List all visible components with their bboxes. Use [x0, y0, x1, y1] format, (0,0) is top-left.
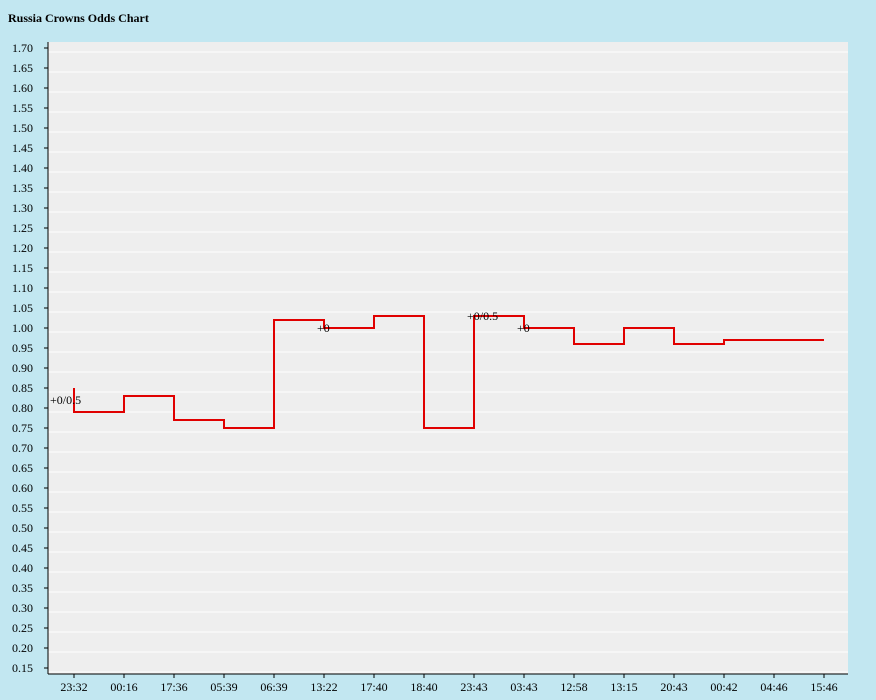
y-tick-label: 0.35 [12, 581, 33, 595]
chart-title: Russia Crowns Odds Chart [8, 11, 149, 25]
annotation-label: +0/0.5 [50, 393, 81, 407]
y-tick-label: 0.80 [12, 401, 33, 415]
y-tick-label: 0.75 [12, 421, 33, 435]
y-tick-label: 0.95 [12, 341, 33, 355]
y-tick-label: 1.60 [12, 81, 33, 95]
y-tick-label: 0.45 [12, 541, 33, 555]
y-tick-label: 0.70 [12, 441, 33, 455]
x-tick-label: 20:43 [660, 680, 687, 694]
y-tick-label: 1.30 [12, 201, 33, 215]
y-tick-label: 1.20 [12, 241, 33, 255]
x-tick-label: 03:43 [510, 680, 537, 694]
y-tick-label: 1.15 [12, 261, 33, 275]
annotation-label: +0 [317, 321, 330, 335]
x-tick-label: 13:15 [610, 680, 637, 694]
x-tick-label: 00:42 [710, 680, 737, 694]
y-tick-label: 0.60 [12, 481, 33, 495]
x-tick-label: 18:40 [410, 680, 437, 694]
x-tick-label: 13:22 [310, 680, 337, 694]
y-tick-label: 1.55 [12, 101, 33, 115]
y-tick-label: 0.50 [12, 521, 33, 535]
y-tick-label: 0.20 [12, 641, 33, 655]
x-tick-label: 23:43 [460, 680, 487, 694]
x-tick-label: 23:32 [60, 680, 87, 694]
x-tick-label: 05:39 [210, 680, 237, 694]
x-tick-label: 15:46 [810, 680, 837, 694]
y-tick-label: 0.85 [12, 381, 33, 395]
y-tick-label: 1.50 [12, 121, 33, 135]
annotation-label: +0 [517, 321, 530, 335]
y-tick-label: 1.45 [12, 141, 33, 155]
y-tick-label: 1.05 [12, 301, 33, 315]
y-tick-label: 1.10 [12, 281, 33, 295]
x-tick-label: 06:39 [260, 680, 287, 694]
y-tick-label: 0.30 [12, 601, 33, 615]
y-tick-label: 0.65 [12, 461, 33, 475]
odds-line [73, 315, 824, 429]
y-tick-label: 0.40 [12, 561, 33, 575]
y-tick-label: 1.25 [12, 221, 33, 235]
y-tick-label: 1.40 [12, 161, 33, 175]
y-tick-label: 1.00 [12, 321, 33, 335]
plot-area [48, 42, 848, 674]
x-tick-label: 17:36 [160, 680, 187, 694]
x-tick-label: 04:46 [760, 680, 787, 694]
y-tick-label: 0.15 [12, 661, 33, 675]
y-tick-label: 1.35 [12, 181, 33, 195]
x-tick-label: 17:40 [360, 680, 387, 694]
annotation-label: +0/0.5 [467, 309, 498, 323]
x-tick-label: 00:16 [110, 680, 137, 694]
y-tick-label: 0.55 [12, 501, 33, 515]
y-tick-label: 0.90 [12, 361, 33, 375]
y-tick-label: 0.25 [12, 621, 33, 635]
x-tick-label: 12:58 [560, 680, 587, 694]
y-tick-label: 1.70 [12, 41, 33, 55]
y-tick-label: 1.65 [12, 61, 33, 75]
